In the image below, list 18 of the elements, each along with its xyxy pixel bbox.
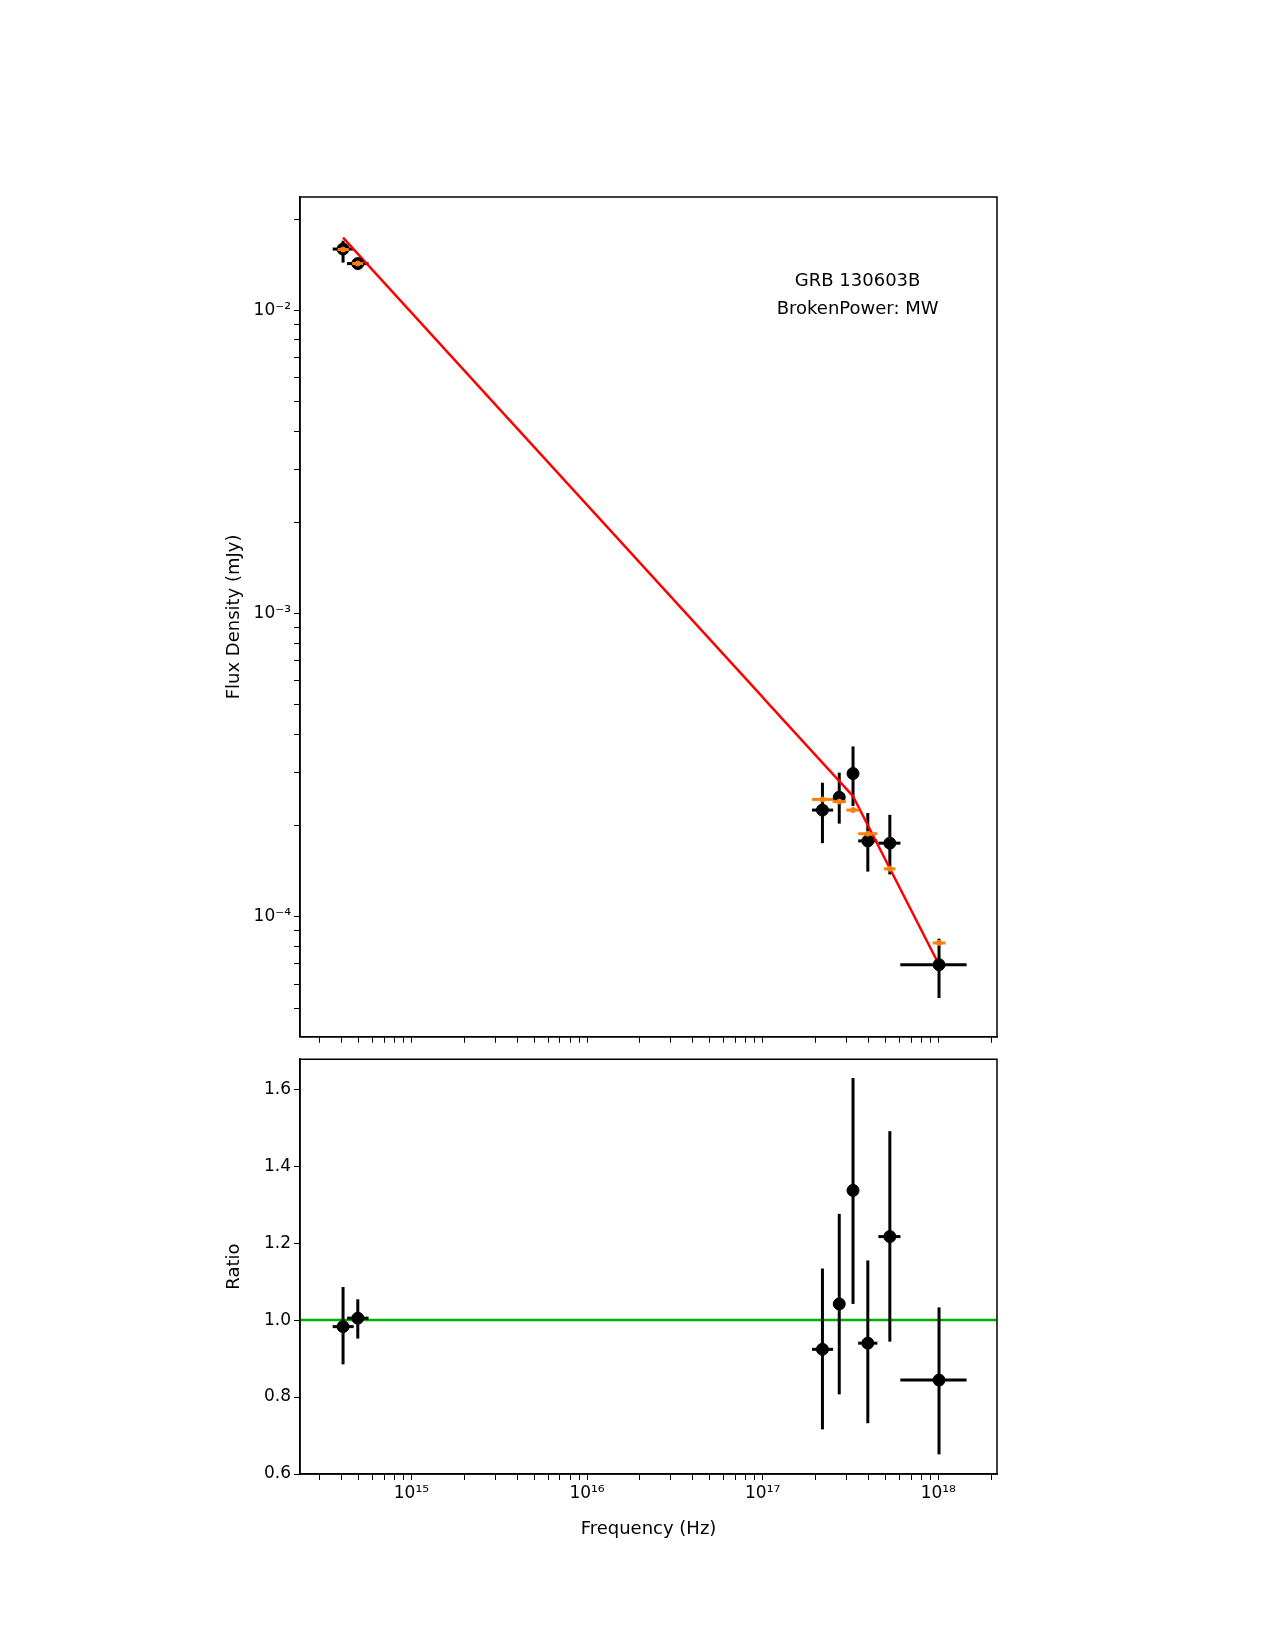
x-tick-label: 10¹⁵ xyxy=(393,1481,430,1502)
y-tick-label: 10⁻⁴ xyxy=(253,905,292,926)
y-tick-label: 1.2 xyxy=(263,1231,291,1252)
y-axis-title: Ratio xyxy=(222,1243,244,1290)
y-axis-title: Flux Density (mJy) xyxy=(222,534,244,700)
x-tick-label: 10¹⁸ xyxy=(920,1481,957,1502)
y-tick-label: 10⁻³ xyxy=(253,602,291,623)
y-tick-label: 10⁻² xyxy=(253,299,291,320)
y-tick-label: 1.6 xyxy=(263,1077,291,1098)
y-tick-label: 1.0 xyxy=(263,1308,291,1329)
y-tick-label: 1.4 xyxy=(263,1154,291,1175)
annotation: BrokenPower: MW xyxy=(776,296,939,318)
x-axis-title: Frequency (Hz) xyxy=(580,1516,717,1538)
x-tick-label: 10¹⁷ xyxy=(745,1481,781,1502)
annotation: GRB 130603B xyxy=(794,268,921,290)
y-tick-label: 0.6 xyxy=(263,1462,291,1483)
y-tick-label: 0.8 xyxy=(263,1385,291,1406)
x-tick-label: 10¹⁶ xyxy=(569,1481,605,1502)
